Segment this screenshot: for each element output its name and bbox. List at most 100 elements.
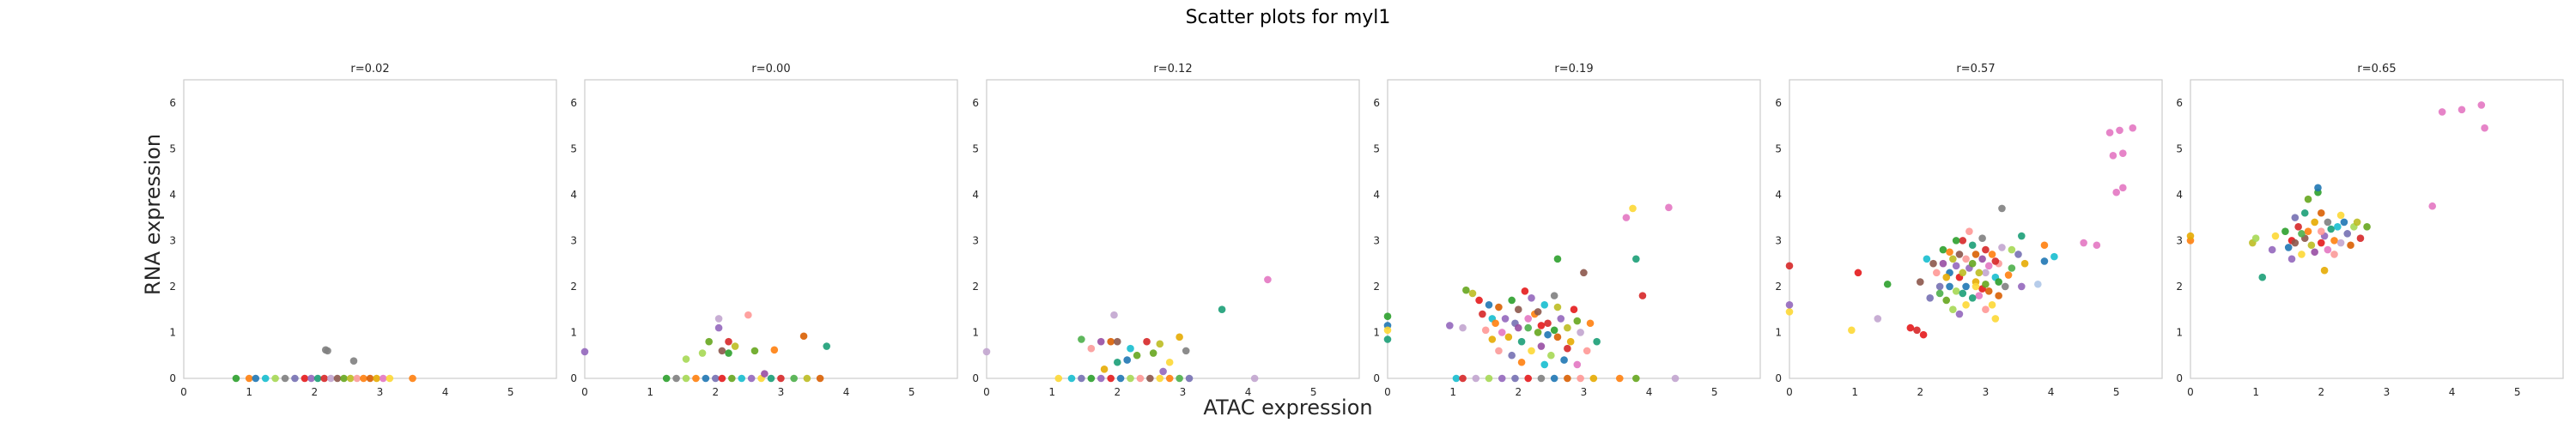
y-tick-label: 6 xyxy=(1373,97,1380,109)
plot-area xyxy=(986,79,1360,379)
data-point xyxy=(301,374,309,383)
data-point xyxy=(1593,337,1601,346)
data-point xyxy=(1524,315,1533,323)
y-tick-label: 2 xyxy=(570,281,577,293)
data-point xyxy=(1942,296,1951,305)
panel-title: r=0.65 xyxy=(2357,63,2396,76)
data-point xyxy=(1176,333,1183,341)
data-point xyxy=(662,374,671,383)
data-point xyxy=(386,374,394,383)
data-point xyxy=(1632,255,1640,263)
data-point xyxy=(2093,241,2101,250)
data-point xyxy=(2300,208,2309,217)
data-point xyxy=(1495,347,1503,355)
data-point xyxy=(823,342,831,350)
data-point xyxy=(2258,273,2267,281)
data-point xyxy=(307,374,315,383)
data-point xyxy=(682,355,690,363)
data-point xyxy=(1097,374,1105,383)
data-point xyxy=(1955,310,1964,318)
x-tick-label: 4 xyxy=(442,386,449,398)
data-point xyxy=(718,347,726,355)
data-point xyxy=(324,347,331,355)
y-tick-label: 4 xyxy=(1775,189,1782,201)
x-tick-label: 3 xyxy=(1180,386,1187,398)
data-point xyxy=(1991,257,2000,265)
data-point xyxy=(2347,241,2354,250)
data-point xyxy=(1984,262,1993,270)
x-tick-label: 3 xyxy=(1983,386,1990,398)
data-point xyxy=(1978,234,1986,243)
data-point xyxy=(2008,264,2016,272)
data-point xyxy=(1586,319,1595,328)
data-point xyxy=(580,347,589,356)
data-point xyxy=(1110,311,1118,319)
data-point xyxy=(1475,296,1483,305)
data-point xyxy=(714,323,723,332)
data-point xyxy=(1968,294,1977,302)
data-point xyxy=(2109,152,2117,160)
data-point xyxy=(1544,319,1552,328)
data-point xyxy=(2481,124,2488,132)
x-tick-label: 0 xyxy=(2187,386,2194,398)
data-point xyxy=(1583,347,1591,355)
x-tick-label: 4 xyxy=(2048,386,2055,398)
data-point xyxy=(2438,108,2446,116)
data-point xyxy=(252,374,260,383)
x-tick-label: 2 xyxy=(1917,386,1923,398)
data-point xyxy=(731,342,739,350)
data-point xyxy=(1540,301,1549,309)
data-point xyxy=(1127,344,1134,353)
data-point xyxy=(702,374,710,383)
plot-area xyxy=(584,79,958,379)
data-point xyxy=(2020,259,2029,268)
data-point xyxy=(1971,251,1980,258)
x-tick-label: 3 xyxy=(778,386,785,398)
x-tick-label: 1 xyxy=(2252,386,2259,398)
data-point xyxy=(1949,255,1957,263)
data-point xyxy=(711,374,720,383)
data-point xyxy=(1383,335,1392,343)
y-tick-label: 1 xyxy=(972,326,979,338)
plot-area xyxy=(2190,79,2564,379)
data-point xyxy=(1553,255,1562,263)
data-point xyxy=(1485,301,1493,309)
data-point xyxy=(2034,280,2042,288)
data-point xyxy=(2291,214,2300,221)
y-tick-label: 0 xyxy=(2176,372,2183,384)
data-point xyxy=(2287,255,2296,263)
data-point xyxy=(1524,323,1533,332)
y-tick-label: 6 xyxy=(972,97,979,109)
y-tick-label: 5 xyxy=(169,142,176,154)
data-point xyxy=(1952,237,1960,245)
data-point xyxy=(1785,262,1794,270)
data-point xyxy=(1113,358,1121,366)
data-point xyxy=(2186,232,2195,240)
data-point xyxy=(1508,296,1516,305)
plot-area xyxy=(183,79,557,379)
data-point xyxy=(1946,248,1953,257)
y-tick-label: 4 xyxy=(169,189,176,201)
y-tick-label: 3 xyxy=(1373,234,1380,246)
data-point xyxy=(1459,323,1467,332)
data-point xyxy=(1874,315,1882,323)
y-tick-label: 1 xyxy=(2176,326,2183,338)
data-point xyxy=(1982,245,1990,254)
data-point xyxy=(1939,259,1947,268)
data-point xyxy=(2017,282,2026,291)
data-point xyxy=(2353,218,2361,227)
data-point xyxy=(2105,129,2114,136)
x-tick-label: 4 xyxy=(1245,386,1252,398)
data-point xyxy=(2014,251,2022,258)
x-tick-label: 3 xyxy=(1581,386,1588,398)
data-point xyxy=(1485,374,1493,383)
x-tick-label: 1 xyxy=(647,386,653,398)
data-point xyxy=(1501,315,1510,323)
data-point xyxy=(1504,333,1513,341)
data-point xyxy=(1550,292,1558,299)
data-point xyxy=(2119,184,2127,192)
data-point xyxy=(1553,303,1562,311)
data-point xyxy=(1550,326,1558,335)
x-tick-label: 2 xyxy=(1515,386,1522,398)
